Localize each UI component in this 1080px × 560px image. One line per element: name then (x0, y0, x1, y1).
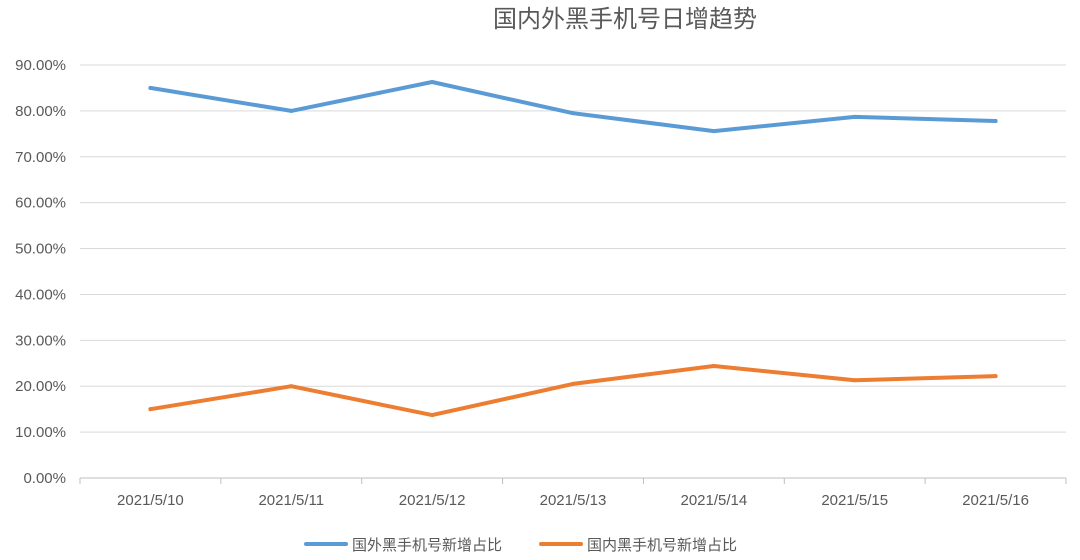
y-tick-label: 50.00% (15, 241, 66, 258)
x-tick-label: 2021/5/10 (117, 492, 184, 509)
x-tick-label: 2021/5/14 (680, 492, 747, 509)
x-axis-ticks: 2021/5/10 2021/5/11 2021/5/12 2021/5/13 2021… (79, 478, 1067, 509)
x-tick-label: 2021/5/12 (399, 492, 466, 509)
x-tick-label: 2021/5/13 (540, 492, 607, 509)
y-tick-label: 90.00% (15, 57, 66, 74)
data-point (852, 114, 857, 119)
data-point (148, 407, 153, 412)
y-tick-label: 10.00% (15, 424, 66, 441)
data-point (993, 118, 998, 123)
y-tick-label: 70.00% (15, 149, 66, 166)
data-point (571, 381, 575, 386)
series-line-1 (148, 364, 998, 418)
data-point (852, 378, 857, 383)
data-point (430, 413, 435, 418)
x-tick-label: 2021/5/11 (258, 492, 324, 509)
gridlines (80, 64, 1066, 479)
y-tick-label: 80.00% (15, 103, 66, 120)
data-point (289, 384, 294, 389)
data-point (993, 374, 998, 379)
data-point (571, 111, 575, 116)
x-tick-label: 2021/5/16 (962, 492, 1029, 509)
y-tick-label: 0.00% (23, 470, 66, 487)
x-tick-label: 2021/5/15 (821, 492, 888, 509)
data-point (711, 364, 716, 369)
legend: 国外黑手机号新增占比 国内黑手机号新增占比 (304, 536, 737, 554)
data-point (148, 85, 153, 90)
series-lines (148, 79, 998, 418)
y-tick-label: 40.00% (15, 286, 66, 303)
y-axis-ticks: 0.00% 10.00% 20.00% 30.00% 40.00% 50.00% 60.00… (15, 57, 66, 487)
y-tick-label: 60.00% (15, 195, 66, 212)
chart-title: 国内外黑手机号日增趋势 (493, 5, 757, 33)
legend-label: 国外黑手机号新增占比 (352, 536, 502, 554)
y-tick-label: 20.00% (15, 378, 66, 395)
data-point (711, 129, 716, 134)
legend-label: 国内黑手机号新增占比 (587, 536, 737, 554)
y-tick-label: 30.00% (15, 332, 66, 349)
series-line-0 (148, 80, 998, 134)
data-point (289, 108, 294, 113)
data-point (430, 79, 435, 84)
